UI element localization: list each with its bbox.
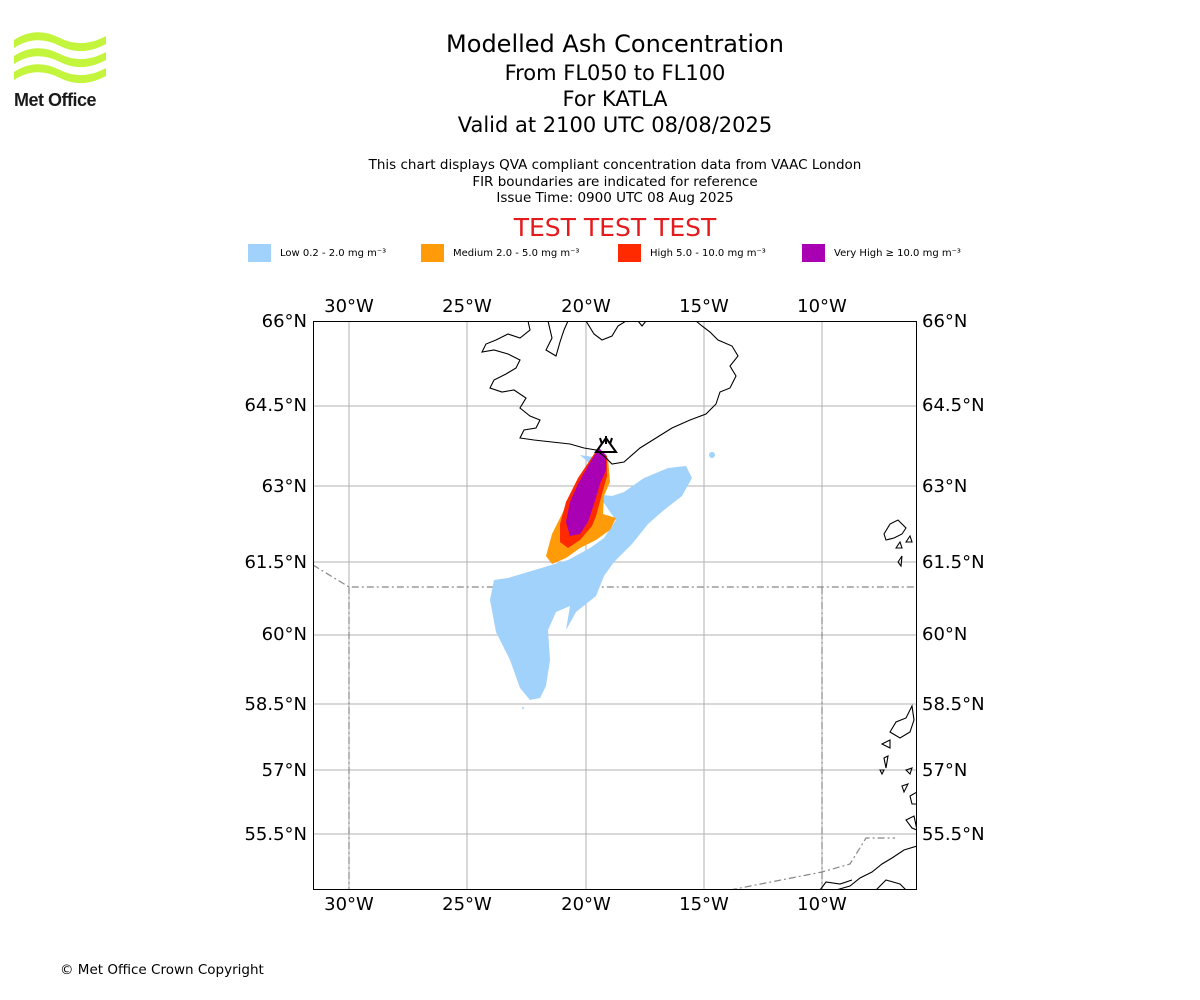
lat-label-right: 58.5°N [922,694,985,715]
fir-boundary-southeast [729,837,895,890]
ash-very-high-main [566,448,606,536]
lon-label-top: 30°W [324,296,374,317]
ash-low [490,452,715,709]
ireland-coast-west [819,879,853,890]
hebrides-islet-5 [901,783,910,794]
lat-label-right: 55.5°N [922,824,985,845]
lat-label-left: 55.5°N [244,824,307,845]
fir-boundary-north [313,564,917,588]
lon-label-bottom: 15°W [679,894,729,915]
ireland-coast-bay [875,879,907,890]
hebrides-islet-2 [883,755,889,769]
legend-item-very-high: Very High ≥ 10.0 mg m⁻³ [802,244,961,262]
legend-item-low: Low 0.2 - 2.0 mg m⁻³ [248,244,386,262]
chart-subtitle: This chart displays QVA compliant concen… [315,157,915,207]
valid-time: Valid at 2100 UTC 08/08/2025 [457,113,773,137]
legend-item-high: High 5.0 - 10.0 mg m⁻³ [618,244,766,262]
iceland-fjords-north [585,321,627,341]
lat-label-left: 61.5°N [244,552,307,573]
issue-time: Issue Time: 0900 UTC 08 Aug 2025 [496,190,734,206]
lon-label-top: 20°W [561,296,611,317]
iceland-fjord-ne [637,321,647,327]
subtitle-fir-note: FIR boundaries are indicated for referen… [472,173,758,190]
faroe-islands [883,519,907,541]
legend-label-low: Low 0.2 - 2.0 mg m⁻³ [280,247,387,259]
faroe-islet-3 [897,555,903,568]
graticule [313,321,917,890]
volcano-name: For KATLA [562,87,668,111]
lat-label-left: 60°N [262,624,307,645]
legend-label-medium: Medium 2.0 - 5.0 mg m⁻³ [453,247,580,259]
legend-swatch-low [248,244,271,262]
ash-very-high [566,448,606,536]
iceland-fjords-west [545,321,569,357]
legend-label-high: High 5.0 - 10.0 mg m⁻³ [650,247,766,259]
lat-labels-right: 66°N 64.5°N 63°N 61.5°N 60°N 58.5°N 57°N… [922,311,985,845]
ash-low-speck [522,707,524,709]
lat-label-right: 61.5°N [922,552,985,573]
lat-label-left: 58.5°N [244,694,307,715]
test-banner: TEST TEST TEST [513,213,717,242]
hebrides-islet-4 [904,767,913,776]
legend: Low 0.2 - 2.0 mg m⁻³ Medium 2.0 - 5.0 mg… [0,244,1200,264]
lon-label-bottom: 20°W [561,894,611,915]
lat-label-left: 64.5°N [244,395,307,416]
lon-labels-bottom: 30°W 25°W 20°W 15°W 10°W [324,894,847,915]
flight-level-range: From FL050 to FL100 [504,61,726,85]
ireland-coast-north [835,845,917,890]
ash-low-patch [709,452,715,458]
chart-title: Modelled Ash Concentration [446,30,784,58]
ash-low-main [490,455,692,700]
chart-title-block: Modelled Ash Concentration From FL050 to… [315,28,915,138]
faroe-islet-2 [904,534,913,543]
lat-labels-left: 66°N 64.5°N 63°N 61.5°N 60°N 58.5°N 57°N… [244,311,307,845]
lon-label-bottom: 30°W [324,894,374,915]
legend-swatch-high [618,244,641,262]
iceland-coastline [481,321,739,465]
subtitle-source: This chart displays QVA compliant concen… [368,157,862,173]
lon-label-top: 25°W [442,296,492,317]
volcano-marker-icon [594,436,618,453]
scotland-coast [909,791,917,805]
lat-label-right: 66°N [922,311,967,332]
legend-swatch-medium [421,244,444,262]
met-office-wordmark: Met Office [14,90,97,110]
coastlines [481,321,917,890]
outer-hebrides [889,704,915,739]
met-office-logo: Met Office [14,30,106,112]
legend-item-medium: Medium 2.0 - 5.0 mg m⁻³ [421,244,579,262]
hebrides-islet-3 [879,769,885,776]
lat-label-right: 64.5°N [922,395,985,416]
lat-label-left: 63°N [262,476,307,497]
map-frame [313,321,917,890]
lat-label-right: 57°N [922,760,967,781]
copyright-notice: © Met Office Crown Copyright [60,962,264,978]
lat-label-left: 57°N [262,760,307,781]
lon-label-top: 10°W [797,296,847,317]
lon-label-bottom: 10°W [797,894,847,915]
faroe-islet-1 [894,540,903,549]
map-plot-area [313,321,917,890]
lat-label-left: 66°N [262,311,307,332]
legend-swatch-very-high [802,244,825,262]
met-office-waves-icon [14,32,106,84]
scotland-coast-south [905,815,917,831]
lon-label-top: 15°W [679,296,729,317]
hebrides-islet-1 [880,739,891,749]
lon-labels-top: 30°W 25°W 20°W 15°W 10°W [324,296,847,317]
legend-label-very-high: Very High ≥ 10.0 mg m⁻³ [834,247,961,259]
lat-label-right: 60°N [922,624,967,645]
lon-label-bottom: 25°W [442,894,492,915]
fir-boundaries [313,564,917,890]
lat-label-right: 63°N [922,476,967,497]
